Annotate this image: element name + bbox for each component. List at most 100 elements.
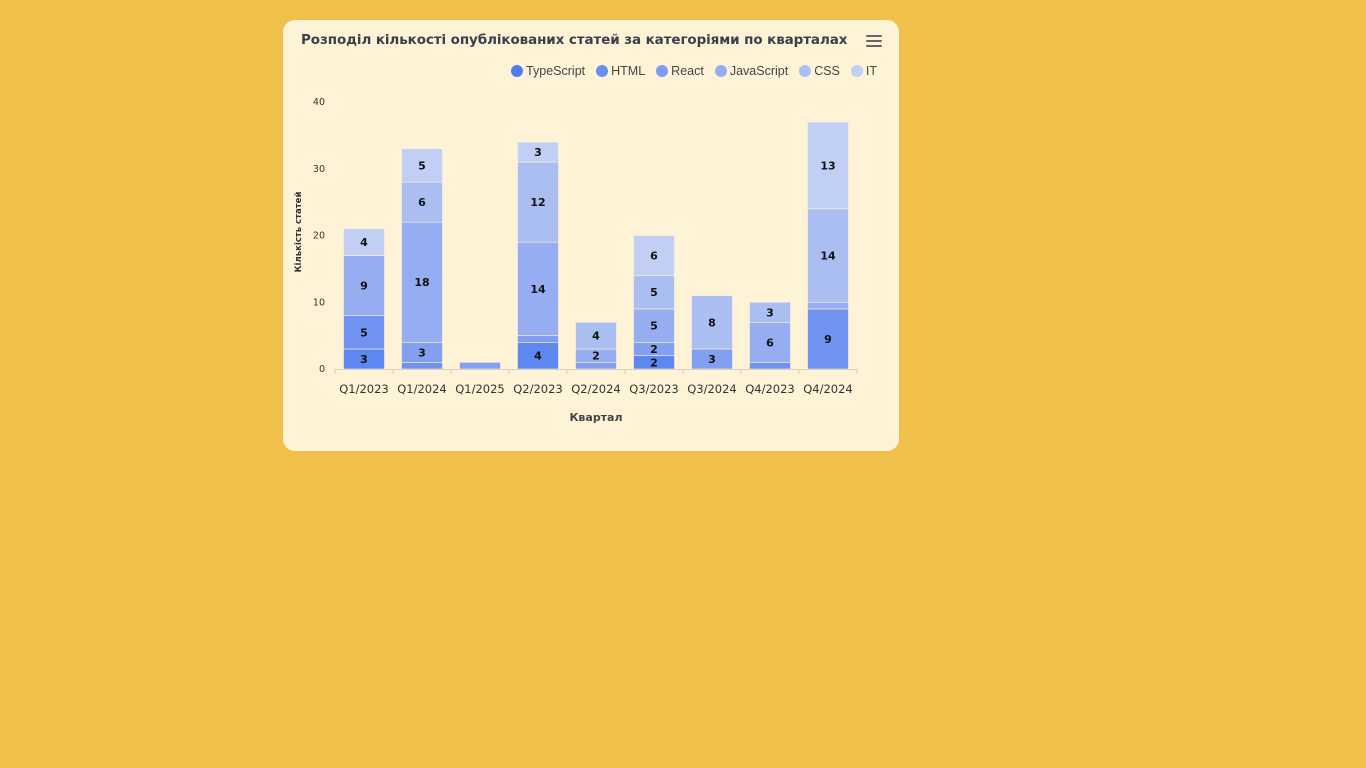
bar-data-label: 6 — [766, 336, 774, 349]
bar-segment[interactable] — [401, 181, 443, 223]
bar-data-label: 3 — [360, 353, 368, 366]
bar-data-label: 3 — [418, 346, 426, 359]
bar-stack: 9 14 13 — [807, 121, 849, 370]
bar-stack: 4 14 12 3 — [517, 141, 559, 370]
bar-data-label: 2 — [650, 356, 658, 369]
bar-segment[interactable] — [401, 221, 443, 343]
legend-marker-icon — [596, 65, 609, 77]
bar-segment[interactable] — [401, 362, 443, 370]
x-tick-label: Q3/2023 — [629, 382, 679, 396]
bar-data-label: 5 — [650, 286, 658, 299]
legend-label: HTML — [611, 64, 646, 78]
chart-legend: TypeScript HTML React JavaScript CSS IT — [500, 64, 877, 78]
bar-stack: 3 18 6 5 — [401, 148, 443, 370]
legend-marker-icon — [799, 65, 812, 77]
y-axis-title: Кількість статей — [293, 192, 304, 273]
bar-stack: 24 — [575, 321, 617, 370]
x-axis-title: Квартал — [569, 411, 622, 424]
bar-segment[interactable] — [749, 301, 791, 323]
legend-item-typescript[interactable]: TypeScript — [511, 64, 585, 78]
bar-stack: 22 5 5 6 — [633, 235, 675, 369]
bar-segment[interactable] — [343, 255, 385, 316]
legend-item-html[interactable]: HTML — [596, 64, 645, 78]
legend-item-css[interactable]: CSS — [799, 64, 840, 78]
bar-segment[interactable] — [749, 321, 791, 363]
y-tick-label: 30 — [313, 164, 325, 175]
bar-segment[interactable] — [343, 228, 385, 256]
legend-item-javascript[interactable]: JavaScript — [714, 64, 789, 78]
bar-segment[interactable] — [807, 121, 849, 210]
y-tick-label: 20 — [313, 231, 325, 242]
legend-marker-icon — [656, 65, 669, 77]
bar-stack: 3 5 9 4 — [343, 228, 385, 370]
bar-segment[interactable] — [807, 308, 849, 370]
x-tick-label: Q2/2023 — [513, 382, 563, 396]
bar-segment[interactable] — [517, 335, 559, 343]
bar-segment[interactable] — [807, 301, 849, 310]
bar-data-label: 4 — [534, 350, 542, 363]
x-tick-label: Q1/2023 — [339, 382, 389, 396]
hamburger-menu-icon[interactable] — [863, 32, 885, 50]
x-tick-label: Q3/2024 — [687, 382, 737, 396]
x-tick-label: Q2/2024 — [571, 382, 621, 396]
x-tick-label: Q1/2025 — [455, 382, 505, 396]
bar-data-label: 13 — [820, 159, 835, 172]
bar-segment[interactable] — [749, 362, 791, 370]
bar-data-label: 9 — [824, 333, 832, 346]
bar-stack — [459, 362, 501, 370]
bar-data-label: 4 — [360, 236, 368, 249]
bar-segment[interactable] — [517, 241, 559, 336]
bar-segment[interactable] — [401, 148, 443, 183]
bar-data-label: 5 — [360, 326, 368, 339]
bar-stack: 38 — [691, 295, 733, 370]
bar-data-label: 6 — [418, 196, 426, 209]
legend-marker-icon — [714, 65, 727, 77]
bar-data-label: 6 — [650, 250, 658, 263]
chart-card: Розподіл кількості опублікованих статей … — [283, 20, 899, 451]
bar-data-label: 3 — [708, 353, 716, 366]
x-tick-label: Q4/2024 — [803, 382, 853, 396]
bar-stack: 63 — [749, 301, 791, 370]
bar-segment[interactable] — [517, 141, 559, 163]
y-tick-label: 40 — [313, 97, 325, 108]
bar-data-label: 14 — [820, 250, 836, 263]
bar-data-label: 8 — [708, 316, 716, 329]
x-axis: Q1/2023 Q1/2024 Q1/2025 Q2/2023 Q2/2024 Q3/20… — [334, 369, 858, 396]
bar-data-label: 9 — [360, 280, 368, 293]
legend-item-it[interactable]: IT — [850, 64, 877, 78]
y-axis: 0 10 20 30 40 — [313, 97, 325, 375]
legend-marker-icon — [850, 65, 863, 77]
bar-segment[interactable] — [633, 308, 675, 343]
bar-data-label: 5 — [650, 320, 658, 333]
bar-data-label: 2 — [650, 343, 658, 356]
legend-label: TypeScript — [526, 64, 586, 78]
legend-label: IT — [865, 64, 877, 78]
legend-label: React — [671, 64, 704, 78]
bar-data-label: 3 — [534, 146, 542, 159]
bar-segment[interactable] — [807, 208, 849, 303]
bar-segment[interactable] — [633, 275, 675, 310]
bar-segment[interactable] — [517, 161, 559, 243]
bar-data-label: 4 — [592, 330, 600, 343]
bar-segment[interactable] — [575, 362, 617, 370]
legend-label: CSS — [814, 64, 840, 78]
y-tick-label: 10 — [313, 297, 325, 308]
x-tick-label: Q1/2024 — [397, 382, 447, 396]
chart-title: Розподіл кількості опублікованих статей … — [301, 32, 848, 48]
bar-data-label: 12 — [530, 196, 545, 209]
bar-segment[interactable] — [633, 235, 675, 276]
bar-data-label: 2 — [592, 350, 600, 363]
legend-item-react[interactable]: React — [656, 64, 704, 78]
bar-segment[interactable] — [459, 362, 501, 370]
bar-data-label: 5 — [418, 159, 426, 172]
bar-data-label: 18 — [414, 276, 429, 289]
x-tick-label: Q4/2023 — [745, 382, 795, 396]
legend-label: JavaScript — [729, 64, 789, 78]
bar-segment[interactable] — [343, 315, 385, 350]
bar-segment[interactable] — [575, 321, 617, 350]
bar-segment[interactable] — [691, 295, 733, 350]
y-tick-label: 0 — [319, 364, 325, 375]
bar-data-label: 3 — [766, 306, 774, 319]
